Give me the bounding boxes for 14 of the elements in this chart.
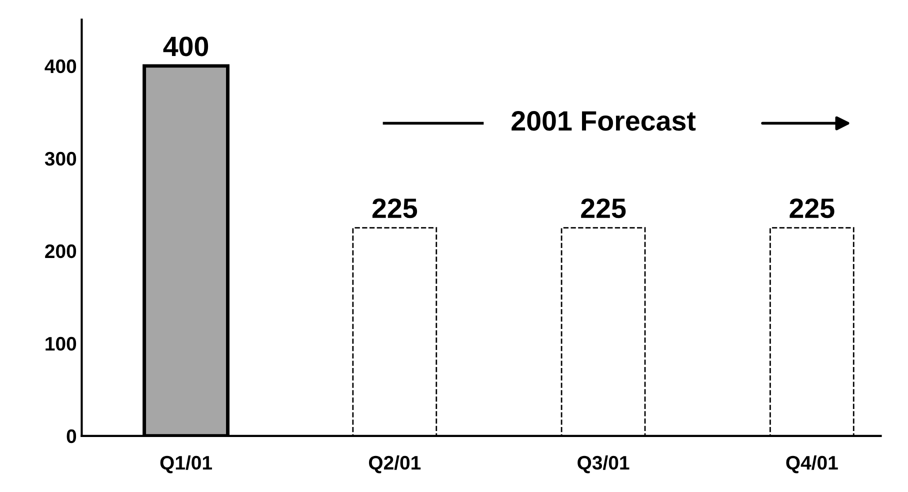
data-label: 400 — [163, 36, 208, 56]
y-tick-label: 300 — [44, 152, 76, 166]
x-tick-label: Q3/01 — [578, 455, 630, 474]
y-tick-label: 200 — [45, 244, 76, 258]
x-tick-label: Q1/01 — [160, 455, 212, 474]
y-tick-label: 0 — [66, 429, 76, 444]
data-label: 225 — [372, 198, 418, 218]
x-tick-label: Q4/01 — [786, 455, 838, 474]
annotation: 2001 Forecast — [512, 111, 696, 131]
data-label: 225 — [790, 198, 834, 218]
y-tick-label: 100 — [46, 336, 76, 351]
y-tick-label: 400 — [44, 59, 76, 74]
x-tick-label: Q2/01 — [368, 455, 421, 474]
data-label: 225 — [581, 198, 626, 218]
